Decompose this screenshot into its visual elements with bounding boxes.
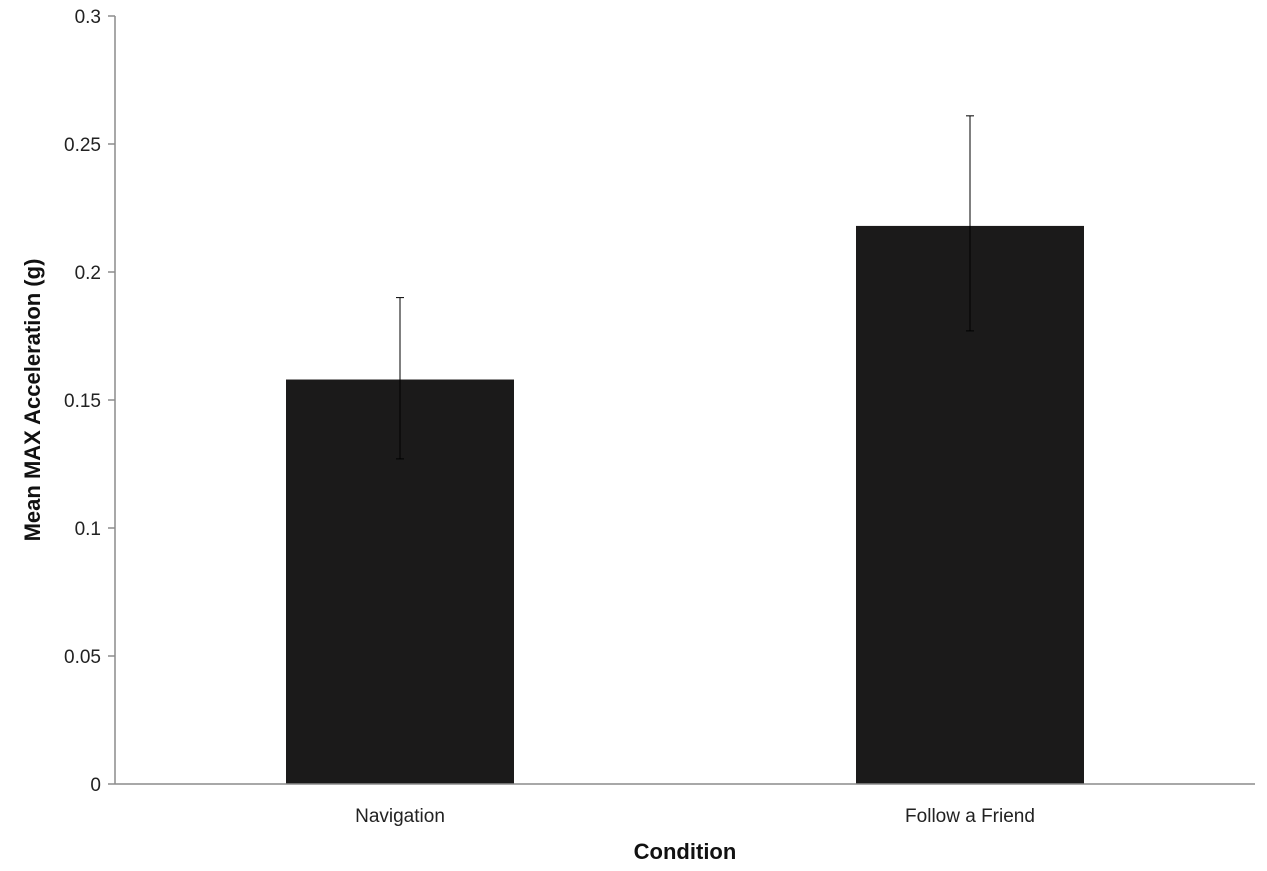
- y-tick-label: 0: [90, 775, 101, 796]
- x-axis-title: Condition: [634, 839, 737, 864]
- y-tick-label: 0.05: [64, 647, 101, 668]
- x-axis-ticks: Navigation Follow a Friend: [355, 806, 1035, 827]
- y-tick-label: 0.3: [75, 7, 101, 28]
- x-tick-label: Navigation: [355, 806, 445, 827]
- bars: [286, 225, 1084, 785]
- axes: [114, 16, 1255, 785]
- y-tick-label: 0.1: [75, 519, 101, 540]
- y-axis-ticks: 0 0.05 0.1 0.15 0.2 0.25 0.3: [64, 7, 115, 796]
- y-axis-title: Mean MAX Acceleration (g): [20, 259, 45, 542]
- y-tick-label: 0.25: [64, 135, 101, 156]
- y-tick-label: 0.15: [64, 391, 101, 412]
- x-tick-label: Follow a Friend: [905, 806, 1035, 827]
- error-bars: [396, 115, 974, 460]
- y-tick-label: 0.2: [75, 263, 101, 284]
